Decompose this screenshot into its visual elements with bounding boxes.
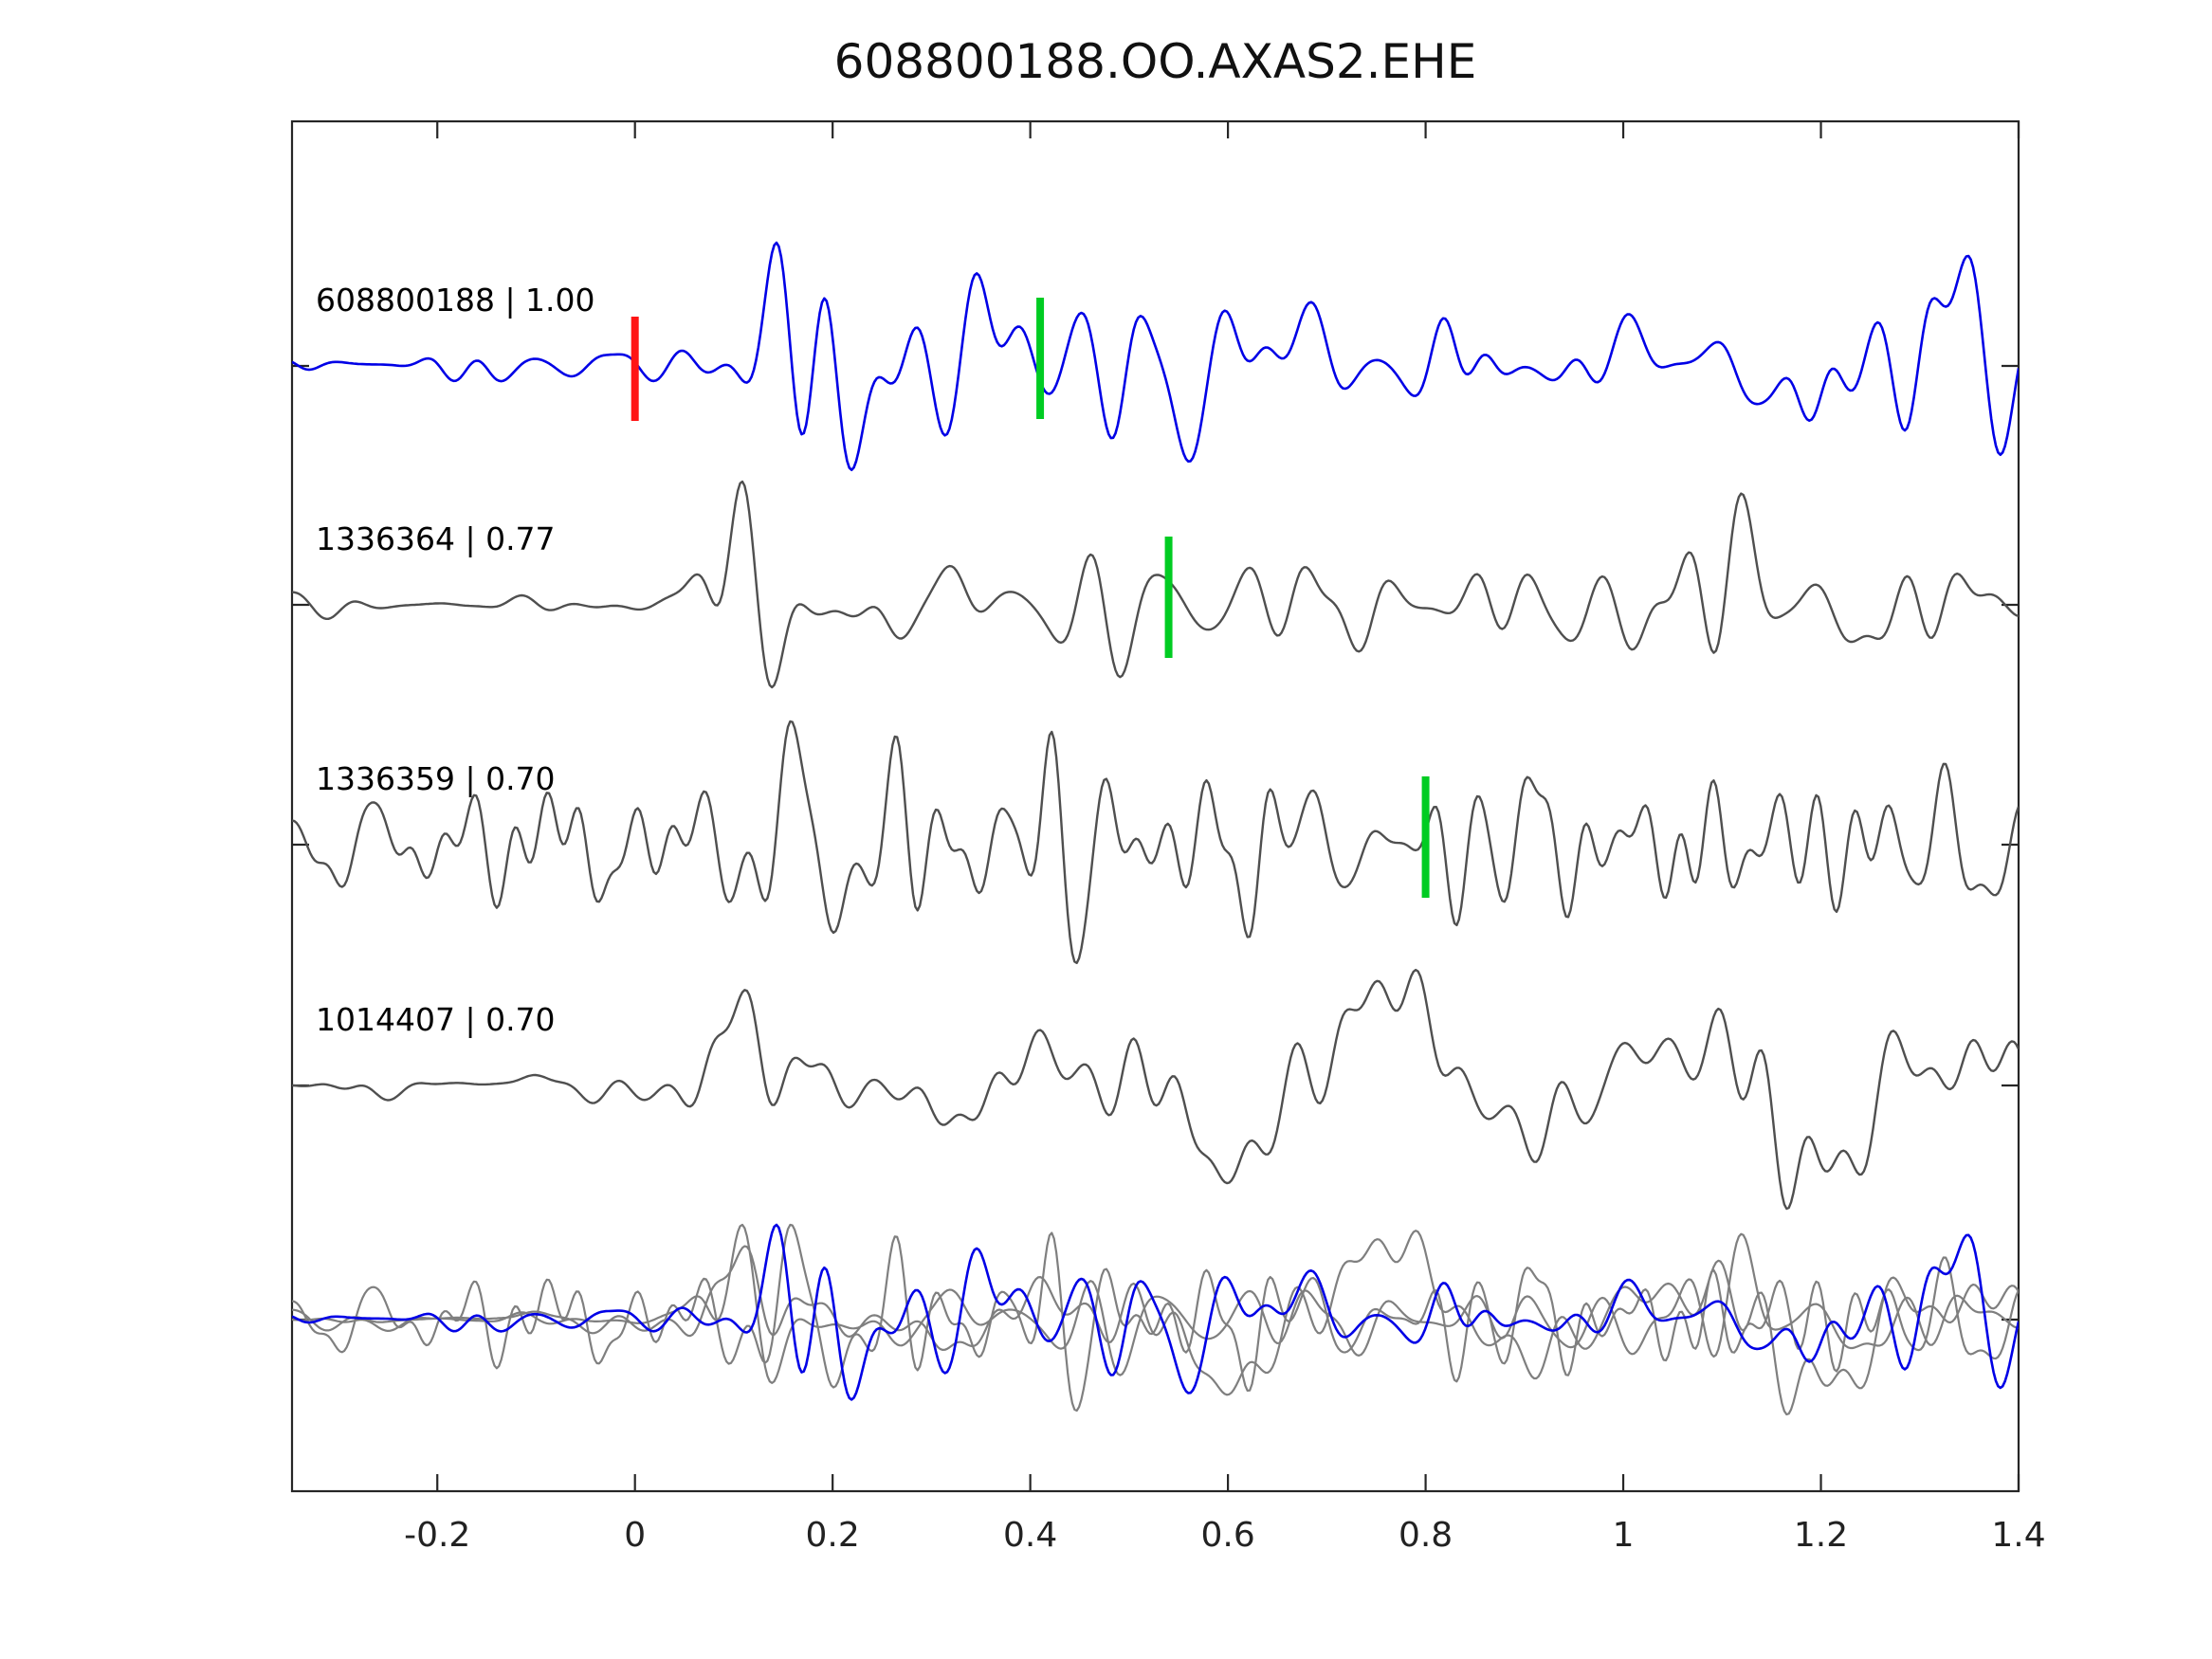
trace-label: 1014407 | 0.70 [316,1001,556,1038]
trace-label: 1336364 | 0.77 [316,520,556,557]
chart-title: 608800188.OO.AXAS2.EHE [833,34,1477,89]
x-tick-label: 0.4 [1003,1516,1057,1555]
overlay-template-path [292,1223,2019,1401]
axes-frame [290,119,2020,1493]
x-axis: -0.2 0 0.2 0.4 0.6 0.8 1 1.2 1.4 [404,121,2046,1555]
x-tick-label: 0.6 [1200,1516,1254,1555]
x-tick-label: 0 [624,1516,646,1555]
x-tick-label: 0.2 [806,1516,860,1555]
overlay-waveform-path [292,1223,2019,1384]
waveform-path [292,241,2019,471]
x-tick-label: 1 [1613,1516,1635,1555]
traces-layer [292,241,2019,1416]
overlay-waveform-path [292,1230,2019,1416]
x-tick-label: 1.2 [1794,1516,1848,1555]
pick-markers [631,298,1430,898]
trace-labels: 608800188 | 1.00 1336364 | 0.77 1336359 | … [316,282,595,1038]
waveform-path [292,968,2019,1211]
trace-label: 1336359 | 0.70 [316,760,556,797]
waveform-path [292,480,2019,689]
x-tick-label: 0.8 [1398,1516,1453,1555]
trace-label: 608800188 | 1.00 [316,282,595,319]
waveform-path [292,720,2019,964]
x-tick-label: 1.4 [1991,1516,2045,1555]
overlay-waveform-path [292,1223,2019,1413]
x-tick-label: -0.2 [404,1516,470,1555]
y-axis [292,364,2019,1322]
